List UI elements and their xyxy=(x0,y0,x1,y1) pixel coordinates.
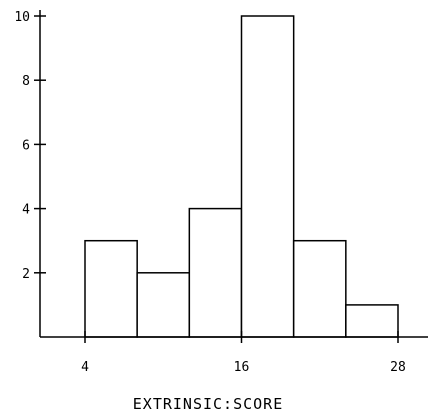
histogram-bar-4 xyxy=(240,15,295,338)
y-tick-label: 10 xyxy=(14,10,30,25)
y-tick-label: 8 xyxy=(22,74,30,89)
x-tick-label: 16 xyxy=(234,360,250,375)
y-tick-label: 2 xyxy=(22,267,30,282)
x-tick-label: 28 xyxy=(390,360,406,375)
bars-layer xyxy=(84,15,399,338)
y-tick-label: 4 xyxy=(22,203,30,218)
histogram-bar-3 xyxy=(188,207,243,338)
histogram-bar-6 xyxy=(345,304,399,338)
histogram-bar-1 xyxy=(84,239,138,338)
y-ticks: 2 4 6 8 10 xyxy=(14,10,46,282)
histogram-bar-2 xyxy=(136,272,191,338)
x-axis-title: EXTRINSIC:SCORE xyxy=(133,395,283,413)
histogram-bar-5 xyxy=(292,239,347,338)
x-tick-label: 4 xyxy=(81,360,89,375)
x-ticks: 4 16 28 xyxy=(81,331,406,375)
y-tick-label: 6 xyxy=(22,138,30,153)
